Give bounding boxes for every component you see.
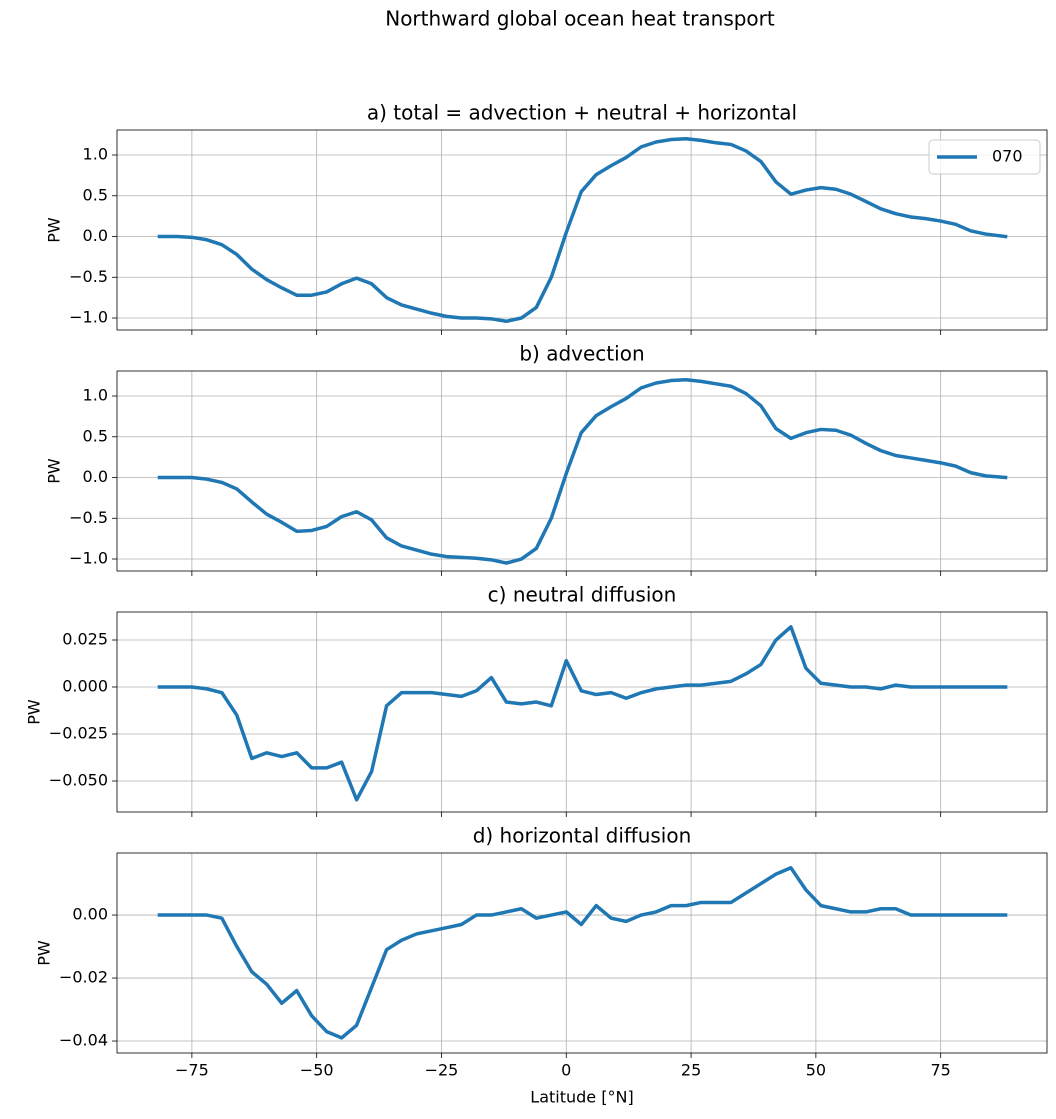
y-tick-label: −0.5 — [69, 267, 108, 286]
x-tick-label: −50 — [300, 1061, 334, 1080]
legend: 070 — [928, 139, 1041, 175]
y-tick-label: −0.050 — [49, 770, 108, 789]
y-tick-label: 0.025 — [62, 630, 108, 649]
y-tick-label: −0.5 — [69, 508, 108, 527]
y-axis-label: PW — [34, 940, 53, 966]
y-tick-label: −1.0 — [69, 308, 108, 327]
x-tick-label: −25 — [425, 1061, 459, 1080]
y-tick-label: −0.02 — [59, 968, 108, 987]
y-axis-label: PW — [45, 458, 64, 484]
data-line — [157, 866, 1008, 1040]
y-tick-label: 0.00 — [72, 905, 108, 924]
axes-title: c) neutral diffusion — [488, 583, 677, 607]
y-tick-label: 0.5 — [83, 426, 108, 445]
x-tick-label: 50 — [806, 1061, 826, 1080]
axes-title: b) advection — [519, 342, 644, 366]
x-tick-label: −75 — [175, 1061, 209, 1080]
axes-frame — [116, 370, 1048, 572]
axes-frame — [116, 129, 1048, 331]
axes-title: d) horizontal diffusion — [473, 824, 692, 848]
legend-box — [928, 139, 1041, 175]
y-tick-label: 0.0 — [83, 467, 108, 486]
x-tick-label: 75 — [930, 1061, 950, 1080]
x-tick-label: 0 — [561, 1061, 571, 1080]
axes-frame — [116, 611, 1048, 813]
y-axis-label: PW — [45, 217, 64, 243]
y-tick-label: 1.0 — [83, 386, 108, 405]
y-tick-label: 0.0 — [83, 226, 108, 245]
legend-label: 070 — [992, 147, 1023, 166]
data-line — [157, 136, 1008, 324]
x-axis-label: Latitude [°N] — [530, 1088, 633, 1107]
y-tick-label: 0.5 — [83, 185, 108, 204]
y-tick-label: 0.000 — [62, 677, 108, 696]
y-tick-label: −0.04 — [59, 1031, 108, 1050]
y-tick-label: −1.0 — [69, 549, 108, 568]
axes-frame — [116, 852, 1048, 1054]
figure-title: Northward global ocean heat transport — [385, 7, 775, 31]
x-tick-label: 25 — [681, 1061, 701, 1080]
axes-title: a) total = advection + neutral + horizon… — [367, 101, 797, 125]
y-axis-label: PW — [24, 699, 43, 725]
data-line — [157, 377, 1008, 565]
y-tick-label: −0.025 — [49, 723, 108, 742]
data-line — [157, 625, 1008, 802]
y-tick-label: 1.0 — [83, 145, 108, 164]
